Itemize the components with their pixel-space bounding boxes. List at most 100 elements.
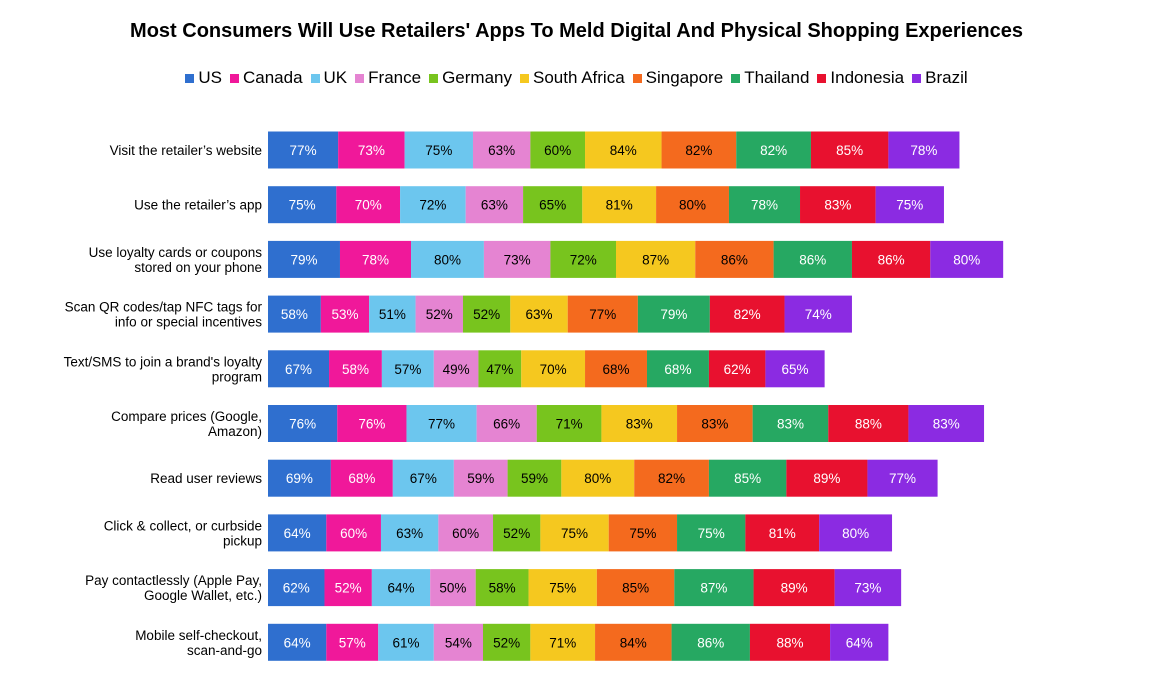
data-label: 82% (760, 143, 787, 158)
bar-segment (637, 295, 710, 333)
bar-segment (888, 131, 960, 169)
category-label: Mobile self-checkout, scan-and-go (135, 628, 262, 658)
data-label: 59% (521, 471, 548, 486)
bar-segment (338, 131, 405, 169)
legend-item: South Africa (520, 68, 625, 88)
data-label: 75% (425, 143, 452, 158)
data-label: 83% (777, 417, 804, 432)
data-label: 64% (387, 581, 414, 596)
data-label: 80% (434, 252, 461, 267)
bar-segment (462, 295, 511, 333)
data-label: 72% (419, 198, 446, 213)
legend-item: US (185, 68, 222, 88)
bar-segment (601, 405, 678, 442)
data-label: 67% (285, 362, 312, 377)
bar-segment (661, 131, 737, 169)
legend-label: Thailand (744, 68, 810, 87)
category-label: Visit the retailer’s website (110, 143, 262, 158)
data-label: 63% (481, 198, 508, 213)
legend-label: Brazil (925, 68, 968, 87)
bar-segment (851, 240, 931, 278)
data-label: 74% (805, 307, 832, 322)
data-label: 62% (283, 581, 310, 596)
bar-segment (268, 405, 338, 442)
bar-segment (830, 623, 889, 661)
legend-swatch (310, 73, 320, 83)
legend-label: Indonesia (830, 68, 905, 87)
bar-segment (528, 569, 597, 607)
data-label: 86% (721, 252, 748, 267)
data-label: 72% (570, 252, 597, 267)
data-label: 52% (426, 307, 453, 322)
data-label: 64% (284, 635, 311, 650)
bar-segment (411, 240, 484, 278)
data-label: 84% (620, 635, 647, 650)
bar-segment (433, 350, 479, 388)
data-label: 85% (622, 581, 649, 596)
data-label: 64% (284, 526, 311, 541)
bar-segment (875, 186, 944, 224)
bar-segment (324, 569, 372, 607)
category-label: Use the retailer’s app (134, 198, 262, 213)
bar-segment (674, 569, 754, 607)
data-label: 54% (445, 635, 472, 650)
data-label: 75% (698, 526, 725, 541)
bar-segment (834, 569, 902, 607)
data-label: 81% (606, 198, 633, 213)
bar-segment (530, 623, 596, 661)
bar-segment (330, 459, 393, 497)
bar-segment (369, 295, 416, 333)
bar-segment (404, 131, 473, 169)
bar-segment (268, 240, 340, 278)
bar-segment (595, 623, 672, 661)
bar-segment (745, 514, 820, 552)
bar-segment (415, 295, 463, 333)
data-label: 73% (504, 252, 531, 267)
bar-segment (392, 459, 454, 497)
data-label: 57% (394, 362, 421, 377)
bar-segment (268, 350, 330, 388)
data-label: 66% (493, 417, 520, 432)
bar-segment (268, 623, 327, 661)
legend-item: Brazil (912, 68, 968, 88)
data-label: 53% (331, 307, 358, 322)
legend-swatch (355, 73, 365, 83)
data-label: 86% (799, 252, 826, 267)
data-label: 57% (339, 635, 366, 650)
bar-segment (616, 240, 696, 278)
data-label: 67% (410, 471, 437, 486)
data-label: 88% (776, 635, 803, 650)
bar-segment (828, 405, 909, 442)
bar-segment (585, 350, 647, 388)
data-label: 78% (910, 143, 937, 158)
legend-swatch (429, 73, 439, 83)
bar-segment (268, 186, 337, 224)
data-label: 73% (854, 581, 881, 596)
data-label: 83% (626, 417, 653, 432)
legend-swatch (731, 73, 741, 83)
bar-segment (336, 186, 401, 224)
data-label: 83% (701, 417, 728, 432)
data-label: 75% (896, 198, 923, 213)
data-label: 65% (781, 362, 808, 377)
legend-swatch (520, 73, 529, 83)
category-label: Text/SMS to join a brand's loyalty progra… (64, 354, 263, 384)
category-label: Pay contactlessly (Apple Pay, Google Wall… (85, 573, 262, 603)
data-label: 58% (281, 307, 308, 322)
data-label: 86% (697, 635, 724, 650)
data-label: 81% (769, 526, 796, 541)
bar-segment (320, 295, 370, 333)
bar-segment (507, 459, 562, 497)
data-label: 79% (660, 307, 687, 322)
data-label: 71% (549, 635, 576, 650)
data-label: 52% (493, 635, 520, 650)
data-label: 68% (602, 362, 629, 377)
data-label: 83% (824, 198, 851, 213)
bar-segment (752, 405, 829, 442)
data-label: 75% (549, 581, 576, 596)
bar-segment (656, 186, 729, 224)
data-label: 60% (340, 526, 367, 541)
bar-segment (819, 514, 893, 552)
bar-segment (709, 295, 785, 333)
bar-segment (786, 459, 868, 497)
